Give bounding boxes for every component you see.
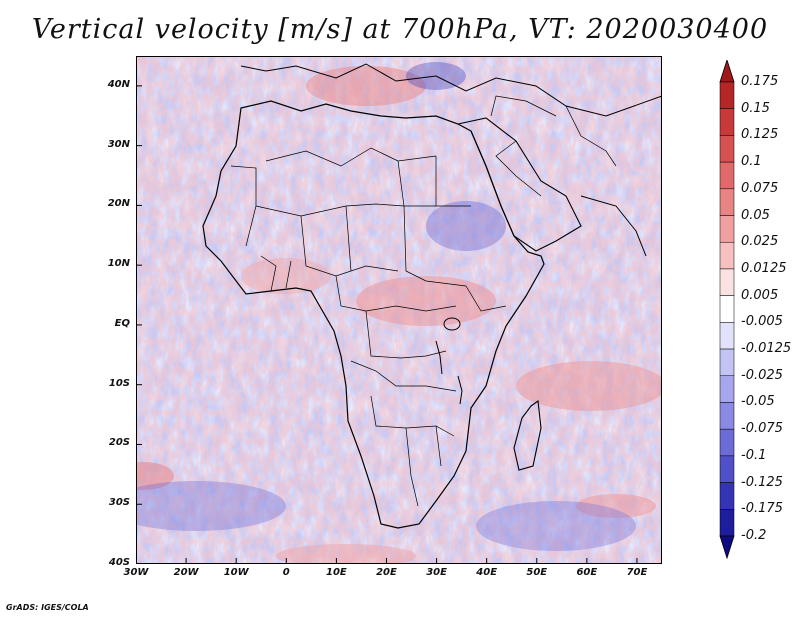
chart-title: Vertical velocity [m/s] at 700hPa, VT: 2… xyxy=(31,14,769,45)
arabia-coastline xyxy=(457,117,582,252)
lon-tick-label: 10W xyxy=(223,567,249,578)
axis-ticks xyxy=(136,85,638,564)
colorbar-max-triangle xyxy=(719,60,735,83)
lon-tick-label: 10E xyxy=(326,567,347,578)
colorbar-segment xyxy=(719,188,735,216)
colorbar-segment xyxy=(719,108,735,136)
downdraft-patches xyxy=(136,62,636,551)
colorbar-min-triangle xyxy=(719,535,735,560)
india-coastline xyxy=(580,195,647,257)
vertical-velocity-map xyxy=(136,56,662,564)
lon-tick-label: 30W xyxy=(123,567,149,578)
credit-text: GrADS: IGES/COLA xyxy=(6,603,89,612)
africa-coastline xyxy=(202,100,545,529)
colorbar-segment xyxy=(719,295,735,323)
colorbar xyxy=(719,60,735,560)
lat-tick-label: 10S xyxy=(108,377,130,389)
lake-victoria xyxy=(443,317,461,331)
madagascar-coastline xyxy=(513,400,542,471)
colorbar-segment xyxy=(719,402,735,430)
lat-tick-label: 30S xyxy=(108,497,130,509)
lat-tick-label: EQ xyxy=(114,317,130,329)
field-texture-red xyxy=(136,56,662,564)
colorbar-segment xyxy=(719,455,735,483)
colorbar-tick-label: 0.005 xyxy=(741,287,779,303)
lon-tick-label: 30E xyxy=(426,567,447,578)
map-frame xyxy=(136,56,662,564)
country-borders xyxy=(230,95,617,507)
colorbar-segment xyxy=(719,509,735,537)
map-panel xyxy=(136,56,662,564)
colorbar-segment xyxy=(719,215,735,243)
lon-tick-label: 60E xyxy=(576,567,598,578)
colorbar-tick-label: 0.125 xyxy=(741,127,779,143)
colorbar-segment xyxy=(719,268,735,296)
lat-tick-label: 20S xyxy=(108,437,130,449)
colorbar-tick-label: -0.175 xyxy=(741,501,783,517)
colorbar-tick-label: -0.1 xyxy=(741,447,767,463)
lon-tick-label: 70E xyxy=(626,567,648,578)
colorbar-segment xyxy=(719,375,735,403)
colorbar-tick-label: 0.025 xyxy=(741,234,779,250)
lat-tick-label: 10N xyxy=(107,258,130,270)
colorbar-tick-label: -0.0125 xyxy=(741,341,792,357)
colorbar-tick-label: -0.125 xyxy=(741,474,783,490)
colorbar-tick-label: -0.05 xyxy=(741,394,775,410)
lat-tick-label: 30N xyxy=(107,138,130,150)
colorbar-tick-label: -0.025 xyxy=(741,367,783,383)
colorbar-tick-label: -0.075 xyxy=(741,421,783,437)
colorbar-tick-label: 0.15 xyxy=(741,100,770,116)
colorbar-segment xyxy=(719,161,735,190)
lat-tick-label: 40S xyxy=(108,557,130,568)
colorbar-tick-label: 0.075 xyxy=(741,180,779,196)
colorbar-tick-label: 0.0125 xyxy=(741,260,787,276)
updraft-patches xyxy=(136,66,662,564)
colorbar-segment xyxy=(719,428,735,457)
colorbar-segment xyxy=(719,348,735,377)
colorbar-tick-label: -0.2 xyxy=(741,528,767,543)
colorbar-segment xyxy=(719,135,735,163)
lon-tick-label: 50E xyxy=(526,567,548,578)
colorbar-tick-label: -0.005 xyxy=(741,314,783,330)
colorbar-segment xyxy=(719,81,735,109)
lake-malawi xyxy=(457,375,463,405)
lat-tick-label: 20N xyxy=(107,198,130,210)
lon-tick-label: 20W xyxy=(173,567,199,578)
colorbar-tick-label: 0.05 xyxy=(741,207,770,223)
lon-tick-label: 40E xyxy=(476,567,498,578)
colorbar-tick-label: 0.1 xyxy=(741,154,762,170)
lon-tick-label: 20E xyxy=(376,567,397,578)
lake-tanganyika xyxy=(435,340,443,375)
lat-tick-label: 40N xyxy=(107,78,130,90)
colorbar-segment xyxy=(719,322,735,350)
colorbar-tick-label: 0.175 xyxy=(741,74,779,89)
colorbar-segment xyxy=(719,241,735,270)
colorbar-segment xyxy=(719,482,735,510)
lon-tick-label: 0 xyxy=(282,567,290,578)
